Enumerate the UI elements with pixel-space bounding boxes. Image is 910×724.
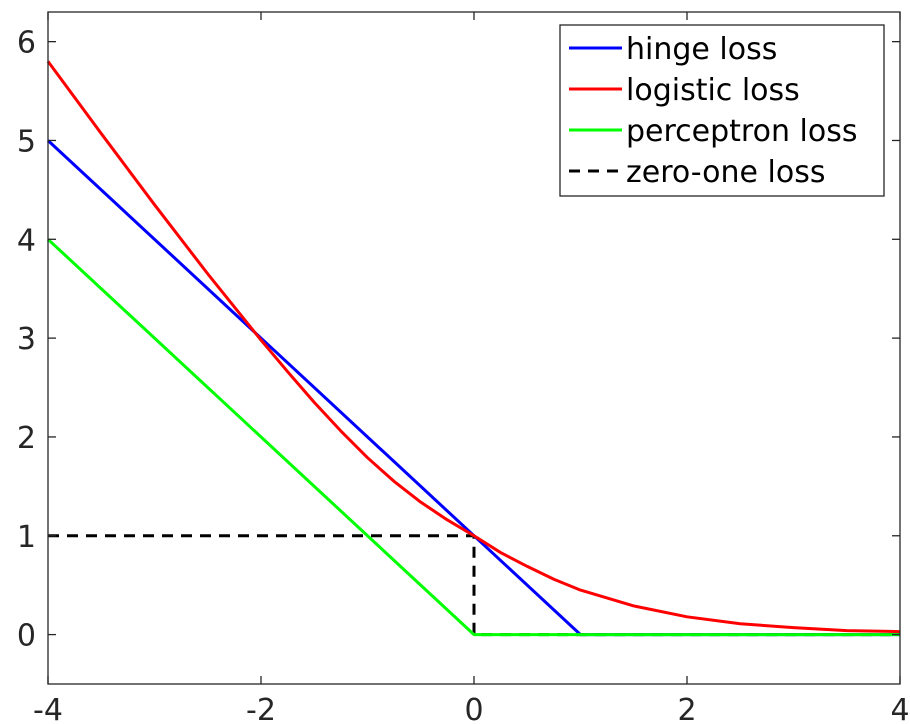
x-tick-label: -4 (33, 693, 63, 724)
series-line-perceptron-loss (46, 238, 900, 637)
legend-label-logistic-loss: logistic loss (626, 73, 800, 108)
x-tick-label: 4 (890, 693, 909, 724)
x-tick-label: -2 (246, 693, 276, 724)
legend: hinge loss logistic loss perceptron loss ze… (559, 24, 885, 197)
x-tick-label: 0 (464, 693, 483, 724)
legend-label-perceptron-loss: perceptron loss (626, 114, 857, 149)
y-tick-label: 4 (17, 223, 36, 258)
legend-box (559, 24, 885, 197)
series-line-logistic-loss (46, 60, 901, 634)
y-tick-label: 3 (17, 322, 36, 357)
series-layer (46, 60, 901, 637)
legend-label-zero-one-loss: zero-one loss (626, 155, 825, 190)
y-tick-label: 1 (17, 520, 36, 555)
y-tick-label: 6 (17, 26, 36, 61)
y-tick-label: 0 (17, 619, 36, 654)
y-tick-label: 2 (17, 421, 36, 456)
x-tick-label: 2 (677, 693, 696, 724)
series-line-zero-one-loss (48, 534, 900, 637)
legend-label-hinge-loss: hinge loss (626, 32, 777, 67)
y-tick-label: 5 (17, 124, 36, 159)
ticks-layer: -4 -2 0 2 4 0 1 2 3 4 5 6 (17, 12, 910, 724)
